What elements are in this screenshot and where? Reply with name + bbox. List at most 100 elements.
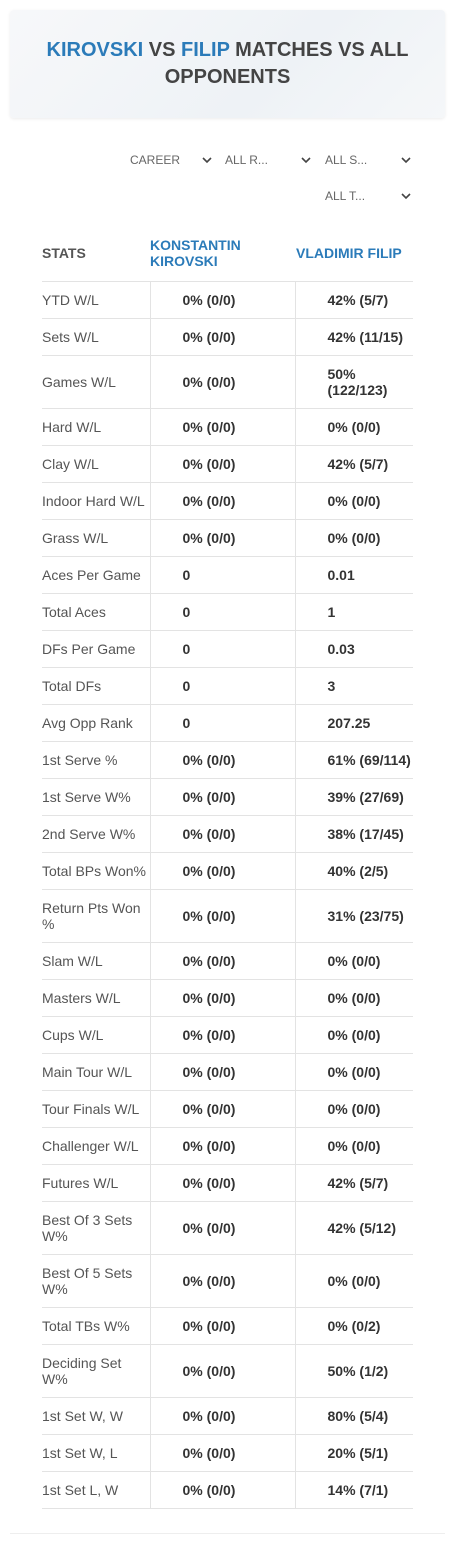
stat-label: YTD W/L <box>42 281 150 319</box>
stat-value: 0% (0/0) <box>294 1127 413 1165</box>
stat-label: 1st Serve W% <box>42 778 150 816</box>
filter-dropdown[interactable]: ALL S... <box>325 152 411 168</box>
stat-label: 1st Set L, W <box>42 1471 150 1509</box>
stat-row: Clay W/L 0% (0/0) 42% (5/7) <box>42 445 413 483</box>
stat-label: Best Of 5 Sets W% <box>42 1254 150 1308</box>
stat-label: Games W/L <box>42 355 150 409</box>
stat-row: Sets W/L 0% (0/0) 42% (11/15) <box>42 318 413 356</box>
stat-label: Deciding Set W% <box>42 1344 150 1398</box>
stat-row: 1st Set W, W 0% (0/0) 80% (5/4) <box>42 1397 413 1435</box>
stat-row: Grass W/L 0% (0/0) 0% (0/0) <box>42 519 413 557</box>
stat-row: Aces Per Game 0 0.01 <box>42 556 413 594</box>
stat-value: 0% (0/0) <box>149 979 295 1017</box>
filter-label: CAREER <box>130 153 181 167</box>
stat-row: 1st Serve % 0% (0/0) 61% (69/114) <box>42 741 413 779</box>
column-header: STATS <box>42 225 150 282</box>
stat-label: Masters W/L <box>42 979 150 1017</box>
stat-row: DFs Per Game 0 0.03 <box>42 630 413 668</box>
filter-dropdown[interactable]: ALL T... <box>325 188 411 204</box>
stat-value: 0% (0/0) <box>149 815 295 853</box>
vs-text: VS <box>148 39 176 61</box>
stat-value: 0 <box>149 630 295 668</box>
stat-value: 0% (0/0) <box>149 1397 295 1435</box>
stat-value: 0% (0/0) <box>149 1201 295 1255</box>
stat-label: Best Of 3 Sets W% <box>42 1201 150 1255</box>
column-header: VLADIMIR FILIP <box>295 225 413 282</box>
stat-label: Challenger W/L <box>42 1127 150 1165</box>
stat-value: 0% (0/0) <box>149 318 295 356</box>
filter-label: ALL S... <box>325 153 368 167</box>
stat-label: Grass W/L <box>42 519 150 557</box>
stat-value: 0% (0/0) <box>294 482 413 520</box>
stat-label: Total DFs <box>42 667 150 705</box>
stat-value: 0% (0/0) <box>294 1254 413 1308</box>
stat-value: 0% (0/0) <box>149 519 295 557</box>
stat-label: Clay W/L <box>42 445 150 483</box>
stat-row: 1st Serve W% 0% (0/0) 39% (27/69) <box>42 778 413 816</box>
stat-value: 207.25 <box>294 704 413 742</box>
stat-label: Futures W/L <box>42 1164 150 1202</box>
table-body: YTD W/L 0% (0/0) 42% (5/7) Sets W/L 0% (0/0)… <box>42 281 413 1509</box>
filter-dropdown[interactable]: CAREER <box>130 152 212 168</box>
stat-value: 31% (23/75) <box>294 889 413 943</box>
chevron-icon <box>401 157 411 164</box>
stat-label: Return Pts Won % <box>42 889 150 943</box>
stat-label: Total TBs W% <box>42 1307 150 1345</box>
stat-row: Deciding Set W% 0% (0/0) 50% (1/2) <box>42 1344 413 1398</box>
stat-row: Slam W/L 0% (0/0) 0% (0/0) <box>42 942 413 980</box>
stat-value: 40% (2/5) <box>294 852 413 890</box>
stat-value: 50% (122/123) <box>294 355 413 409</box>
stat-row: YTD W/L 0% (0/0) 42% (5/7) <box>42 281 413 319</box>
stat-label: Aces Per Game <box>42 556 150 594</box>
stat-row: Masters W/L 0% (0/0) 0% (0/0) <box>42 979 413 1017</box>
stat-row: Total BPs Won% 0% (0/0) 40% (2/5) <box>42 852 413 890</box>
stat-value: 0% (0/0) <box>149 1090 295 1128</box>
stat-row: 1st Set L, W 0% (0/0) 14% (7/1) <box>42 1471 413 1509</box>
stat-label: Hard W/L <box>42 408 150 446</box>
stat-row: Tour Finals W/L 0% (0/0) 0% (0/0) <box>42 1090 413 1128</box>
stat-value: 20% (5/1) <box>294 1434 413 1472</box>
stat-value: 0% (0/0) <box>149 482 295 520</box>
player2-name: FILIP <box>181 39 230 61</box>
stat-row: Total TBs W% 0% (0/0) 0% (0/2) <box>42 1307 413 1345</box>
stat-value: 0% (0/0) <box>149 1053 295 1091</box>
stat-value: 0 <box>149 556 295 594</box>
title-suffix: MATCHES VS ALL OPPONENTS <box>164 39 409 88</box>
stat-value: 0% (0/0) <box>149 889 295 943</box>
stat-value: 0% (0/0) <box>149 1254 295 1308</box>
stat-value: 0% (0/0) <box>294 979 413 1017</box>
stat-value: 0% (0/0) <box>294 942 413 980</box>
stat-value: 0% (0/0) <box>149 1471 295 1509</box>
stat-label: 1st Serve % <box>42 741 150 779</box>
chevron-icon <box>202 157 212 164</box>
stat-label: Slam W/L <box>42 942 150 980</box>
header: KIROVSKI VS FILIP MATCHES VS ALL OPPONEN… <box>10 10 445 118</box>
stat-label: Main Tour W/L <box>42 1053 150 1091</box>
stat-value: 0% (0/0) <box>149 741 295 779</box>
stat-label: Avg Opp Rank <box>42 704 150 742</box>
stat-row: Return Pts Won % 0% (0/0) 31% (23/75) <box>42 889 413 943</box>
stat-value: 0% (0/0) <box>149 408 295 446</box>
table-header: STATS KONSTANTIN KIROVSKI VLADIMIR FILIP <box>42 225 413 282</box>
stat-value: 0% (0/0) <box>149 281 295 319</box>
stat-value: 0% (0/0) <box>149 852 295 890</box>
stat-value: 0.03 <box>294 630 413 668</box>
stat-value: 0% (0/0) <box>294 408 413 446</box>
stat-value: 39% (27/69) <box>294 778 413 816</box>
stat-label: Sets W/L <box>42 318 150 356</box>
stat-label: Cups W/L <box>42 1016 150 1054</box>
stat-row: Total Aces 0 1 <box>42 593 413 631</box>
stat-value: 1 <box>294 593 413 631</box>
stat-value: 61% (69/114) <box>294 741 413 779</box>
stat-value: 42% (11/15) <box>294 318 413 356</box>
stat-label: Total BPs Won% <box>42 852 150 890</box>
stat-value: 3 <box>294 667 413 705</box>
filter-label: ALL R... <box>225 153 268 167</box>
stat-value: 42% (5/7) <box>294 1164 413 1202</box>
stat-row: Avg Opp Rank 0 207.25 <box>42 704 413 742</box>
stat-row: 2nd Serve W% 0% (0/0) 38% (17/45) <box>42 815 413 853</box>
filter-dropdown[interactable]: ALL R... <box>225 152 311 168</box>
stat-value: 0% (0/0) <box>149 1307 295 1345</box>
stat-value: 0% (0/0) <box>149 1344 295 1398</box>
